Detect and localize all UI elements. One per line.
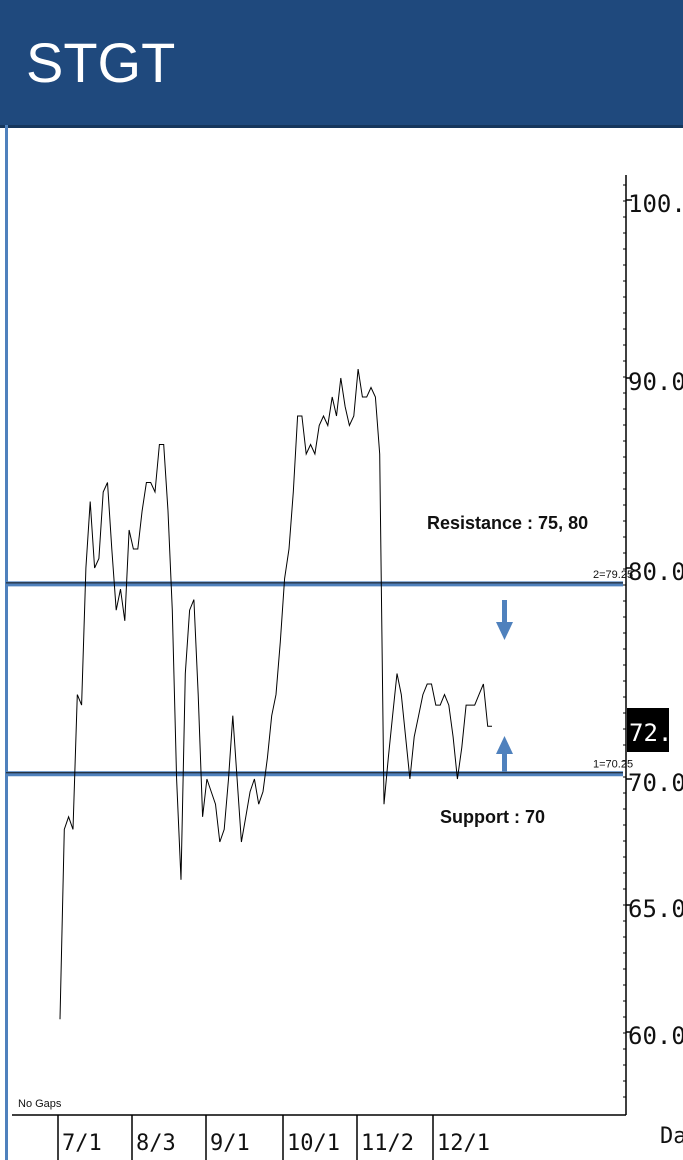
level-lines: 2=79.25 1=70.25 [6,569,633,777]
x-axis-label: Day [660,1124,683,1149]
chart-axes [12,175,627,1116]
support-annotation: Support : 70 [440,807,545,827]
header-banner: STGT [0,0,683,128]
last-price-label: 72.25 [629,719,683,747]
price-series [59,369,492,1020]
up-arrow-icon [496,736,513,772]
price-series-line [59,369,492,1020]
x-tick-label: 10/1 [287,1131,340,1156]
level-label: 2=79.25 [593,569,633,581]
x-tick-label: 8/3 [136,1131,176,1156]
last-price-badge: 72.25 [627,708,683,752]
y-tick-label: 100.00 [628,190,683,218]
no-gaps-label: No Gaps [18,1098,62,1110]
direction-arrows [496,600,513,772]
y-tick-labels: 100.00 90.00 80.00 70.00 65.00 60.00 [626,190,683,1050]
x-tick-label: 11/2 [361,1131,414,1156]
x-tick-label: 12/1 [437,1131,490,1156]
y-tick-label: 90.00 [628,368,683,396]
x-tick-label: 7/1 [62,1131,102,1156]
down-arrow-icon [496,600,513,640]
page-title: STGT [26,31,176,94]
last-price-box [627,708,669,752]
y-tick-label: 80.00 [628,558,683,586]
y-minor-ticks [623,184,626,1098]
x-tick-label: 9/1 [210,1131,250,1156]
left-border-rule [5,125,8,1160]
level-label: 1=70.25 [593,759,633,771]
resistance-annotation: Resistance : 75, 80 [427,513,588,533]
y-tick-label: 65.00 [628,895,683,923]
y-tick-label: 70.00 [628,769,683,797]
x-tick-labels: 7/1 8/3 9/1 10/1 11/2 12/1 [57,1115,490,1160]
y-tick-label: 60.00 [628,1022,683,1050]
